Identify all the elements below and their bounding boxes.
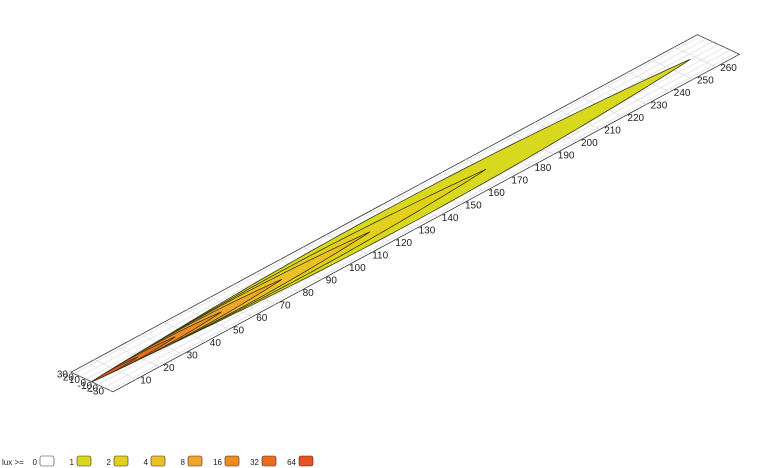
x-tick-label: 260 bbox=[720, 63, 737, 74]
x-tick-label: 180 bbox=[535, 163, 552, 174]
legend: lux >= 0 1 2 4 8 16 32 64 bbox=[2, 455, 314, 467]
y-tick-label: 0 bbox=[80, 378, 86, 389]
y-tick-label: -10 bbox=[78, 381, 93, 392]
x-axis-ticks: 10 20 30 40 50 60 70 80 90 100 110 120 130 140 150 160 1… bbox=[140, 63, 737, 386]
legend-level-label: 8 bbox=[181, 458, 186, 467]
x-tick-label: 60 bbox=[256, 313, 268, 324]
legend-level-label: 4 bbox=[144, 458, 149, 467]
x-tick-label: 20 bbox=[163, 363, 175, 374]
x-tick-label: 160 bbox=[488, 188, 505, 199]
x-tick-label: 40 bbox=[210, 338, 222, 349]
legend-title: lux >= bbox=[2, 458, 24, 467]
x-tick-label: 70 bbox=[279, 300, 291, 311]
legend-level-label: 16 bbox=[213, 458, 222, 467]
legend-swatch bbox=[113, 455, 129, 467]
isolux-contours bbox=[91, 58, 691, 383]
legend-swatch bbox=[298, 455, 314, 467]
x-tick-label: 210 bbox=[604, 125, 621, 136]
legend-swatch bbox=[187, 455, 203, 467]
legend-swatch bbox=[261, 455, 277, 467]
x-tick-label: 230 bbox=[651, 100, 668, 111]
legend-level-label: 32 bbox=[250, 458, 259, 467]
legend-level-label: 0 bbox=[33, 458, 38, 467]
grid-line-y bbox=[109, 52, 737, 391]
x-tick-label: 100 bbox=[349, 263, 366, 274]
x-tick-label: 80 bbox=[303, 288, 315, 299]
x-tick-label: 30 bbox=[187, 350, 199, 361]
y-tick-label: -20 bbox=[84, 384, 99, 395]
x-tick-label: 140 bbox=[442, 213, 459, 224]
y-tick-label: 30 bbox=[57, 370, 69, 381]
x-tick-label: 170 bbox=[511, 175, 528, 186]
legend-level-label: 2 bbox=[107, 458, 112, 467]
x-tick-label: 50 bbox=[233, 325, 245, 336]
x-tick-label: 90 bbox=[326, 275, 338, 286]
x-tick-label: 150 bbox=[465, 200, 482, 211]
x-tick-label: 130 bbox=[419, 225, 436, 236]
x-tick-label: 200 bbox=[581, 138, 598, 149]
legend-swatch bbox=[150, 455, 166, 467]
x-tick-label: 120 bbox=[395, 238, 412, 249]
x-tick-label: 250 bbox=[697, 75, 714, 86]
x-tick-label: 10 bbox=[140, 375, 152, 386]
y-tick-label: -30 bbox=[90, 386, 105, 397]
legend-level-label: 64 bbox=[287, 458, 296, 467]
contour-lux-64 bbox=[91, 356, 139, 383]
x-tick-label: 190 bbox=[558, 150, 575, 161]
x-tick-label: 240 bbox=[674, 88, 691, 99]
y-tick-label: 20 bbox=[63, 372, 75, 383]
legend-swatch bbox=[224, 455, 240, 467]
x-tick-label: 220 bbox=[627, 113, 644, 124]
legend-level-label: 1 bbox=[70, 458, 75, 467]
legend-swatch bbox=[39, 455, 55, 467]
y-tick-label: 10 bbox=[69, 375, 81, 386]
legend-swatch bbox=[76, 455, 92, 467]
x-tick-label: 110 bbox=[372, 250, 388, 261]
grid-line-y bbox=[73, 35, 701, 374]
